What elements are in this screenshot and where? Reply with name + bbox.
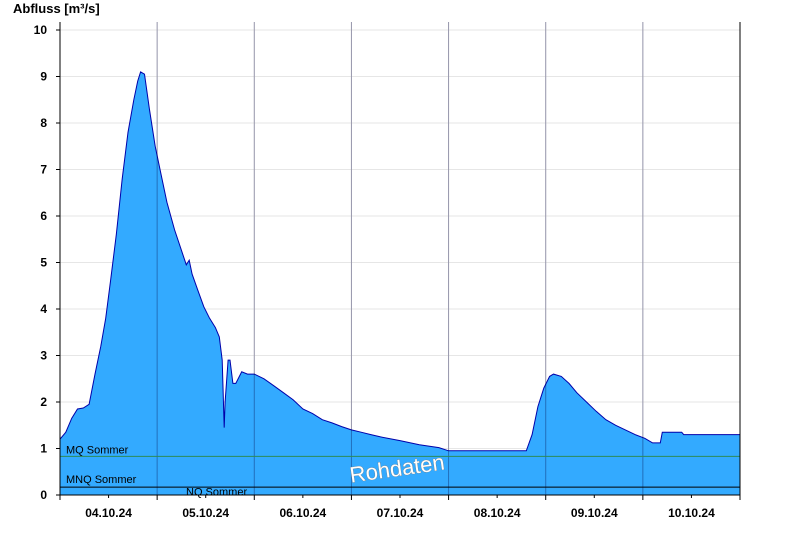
nq-sommer-label: NQ Sommer [186,487,247,499]
y-tick-label: 7 [40,163,47,177]
x-tick-label: 10.10.24 [668,506,715,520]
discharge-line [59,71,740,452]
y-tick-label: 10 [34,23,48,37]
x-tick-label: 04.10.24 [85,506,132,520]
y-tick-label: 3 [40,349,47,363]
x-tick-label: 05.10.24 [182,506,229,520]
discharge-area [59,22,740,496]
y-tick-label: 4 [40,302,47,316]
grid-lines [60,22,740,495]
y-tick-label: 5 [40,256,47,270]
y-axis-title: Abfluss [m³/s] [13,1,100,16]
y-tick-label: 6 [40,209,47,223]
discharge-area-fill [60,71,740,496]
x-tick-label: 06.10.24 [279,506,326,520]
x-tick-label: 07.10.24 [377,506,424,520]
mq-sommer-label: MQ Sommer [66,444,129,456]
y-tick-label: 1 [40,442,47,456]
y-tick-label: 0 [40,488,47,502]
x-tick-label: 08.10.24 [474,506,521,520]
y-tick-label: 9 [40,70,47,84]
mnq-sommer-label: MNQ Sommer [66,474,137,486]
y-tick-label: 8 [40,116,47,130]
x-tick-label: 09.10.24 [571,506,618,520]
reference-lines: MQ Sommer MNQ Sommer NQ Sommer [60,444,740,499]
axis-ticks: 0 1 2 3 4 5 6 7 8 9 10 04.10.24 05.10.24 06.10.24 07.1… [34,23,741,520]
y-tick-label: 2 [40,395,47,409]
